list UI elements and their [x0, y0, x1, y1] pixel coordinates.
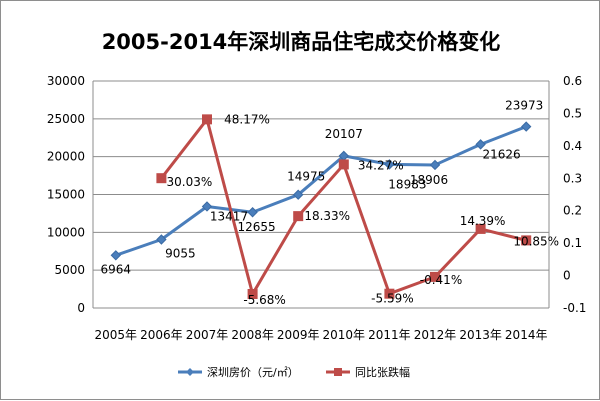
data-label: 30.03% [167, 175, 213, 189]
left-axis-tick-label: 30000 [47, 74, 85, 88]
data-point-1 [247, 207, 258, 218]
data-point-2 [521, 235, 532, 246]
left-axis-tick-label: 5000 [54, 263, 85, 277]
data-label: 20107 [325, 127, 363, 141]
data-label: 34.27% [358, 158, 404, 172]
right-axis-tick-label: 0.1 [563, 236, 582, 250]
data-point-2 [293, 211, 304, 222]
data-label: 10.85% [513, 234, 559, 248]
chart-title: 2005-2014年深圳商品住宅成交价格变化 [102, 30, 501, 54]
data-label: 18906 [410, 173, 448, 187]
data-label: 13417 [210, 209, 248, 223]
data-label: 18.33% [304, 209, 350, 223]
x-axis-tick-label: 2013年 [459, 328, 502, 342]
data-point-1 [201, 201, 213, 212]
data-label: -0.41% [420, 273, 462, 287]
data-point-1 [429, 159, 441, 171]
right-axis-tick-label: 0.3 [563, 171, 582, 185]
data-label: -5.59% [371, 292, 413, 306]
right-axis-tick-label: 0.6 [563, 74, 582, 88]
data-label: 9055 [165, 246, 196, 260]
data-point-1 [292, 189, 304, 200]
x-axis-tick-label: 2005年 [95, 328, 138, 342]
left-axis-tick-label: 20000 [47, 150, 85, 164]
series-lines [110, 114, 532, 299]
legend-label-2: 同比张跌幅 [355, 365, 410, 379]
data-label: 18983 [388, 177, 426, 191]
right-axis-tick-label: 0.4 [563, 139, 582, 153]
legend-label-1: 深圳房价（元/㎡） [207, 366, 299, 379]
data-point-2 [202, 114, 212, 125]
data-point-2 [384, 288, 395, 299]
x-axis-tick-label: 2007年 [186, 328, 229, 342]
data-point-2 [156, 173, 167, 184]
legend-marker-2 [334, 368, 342, 376]
x-axis-tick-label: 2011年 [368, 328, 411, 342]
data-point-2 [247, 288, 258, 299]
data-label: -5.68% [243, 293, 285, 307]
data-point-1 [520, 121, 532, 132]
data-point-1 [110, 250, 122, 261]
data-label: 6964 [101, 262, 132, 276]
x-axis-tick-label: 2009年 [277, 328, 320, 342]
axes: 0 5000 10000 15000 20000 25000 30000 -0.1 0 0.1 0.… [47, 74, 587, 342]
data-label: 14.39% [460, 214, 506, 228]
left-axis-tick-label: 25000 [47, 112, 85, 126]
data-point-2 [430, 271, 440, 282]
x-axis-tick-label: 2010年 [323, 328, 366, 342]
x-axis-tick-label: 2012年 [414, 328, 457, 342]
data-label: 48.17% [224, 112, 270, 126]
left-axis-tick-label: 0 [77, 301, 85, 315]
legend-marker-1 [186, 368, 194, 376]
right-axis-tick-label: 0.2 [563, 204, 582, 218]
data-point-2 [338, 159, 349, 170]
legend: 深圳房价（元/㎡） 同比张跌幅 [178, 365, 410, 379]
data-point-2 [475, 223, 486, 234]
left-axis-tick-label: 15000 [47, 188, 85, 202]
series-line-1 [115, 125, 527, 257]
x-axis-tick-label: 2008年 [231, 328, 274, 342]
left-axis-tick-label: 10000 [47, 225, 85, 239]
right-axis-tick-label: -0.1 [563, 301, 586, 315]
data-point-1 [384, 159, 395, 170]
data-label: 14975 [287, 170, 325, 184]
x-axis-tick-label: 2006年 [140, 328, 183, 342]
right-axis-tick-label: 0.5 [563, 106, 582, 120]
data-label: 21626 [483, 147, 521, 161]
x-axis-tick-label: 2014年 [505, 328, 548, 342]
data-point-1 [156, 234, 167, 245]
data-point-1 [475, 139, 486, 150]
right-axis-tick-label: 0 [563, 269, 571, 283]
data-label: 23973 [505, 99, 543, 113]
data-label: 12655 [238, 220, 276, 234]
